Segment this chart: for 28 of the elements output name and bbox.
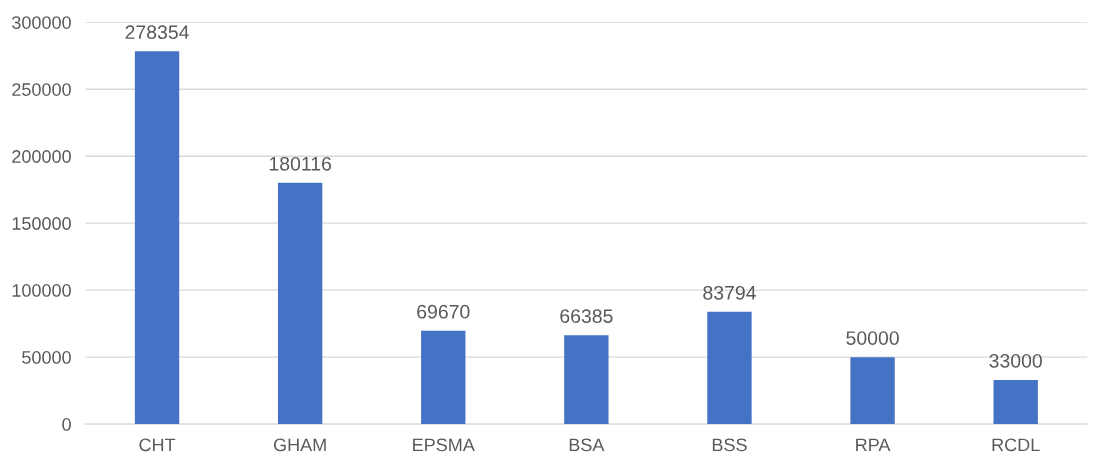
- bar: [993, 379, 1038, 425]
- data-label: 278354: [125, 25, 189, 40]
- bar: [850, 357, 895, 425]
- data-label: 33000: [989, 353, 1042, 368]
- data-label: 50000: [846, 331, 899, 345]
- x-tick-label: RPA: [856, 438, 891, 452]
- data-label: 66385: [560, 309, 613, 323]
- y-tick-label: 250000: [12, 83, 71, 96]
- data-label: 180116: [269, 156, 332, 171]
- bar: [421, 330, 466, 425]
- y-tick-label: 50000: [22, 351, 71, 364]
- x-tick-label: GHAM: [273, 438, 326, 452]
- data-label: 83794: [703, 285, 756, 300]
- bar: [134, 51, 180, 425]
- bar: [707, 311, 752, 425]
- y-tick-label: 300000: [12, 16, 71, 29]
- x-tick-label: EPSMA: [413, 438, 475, 452]
- x-tick-label: CHT: [139, 438, 176, 452]
- y-tick-label: 100000: [12, 284, 71, 297]
- bar: [564, 335, 609, 425]
- x-tick-label: BSA: [569, 438, 605, 452]
- x-tick-label: RCDL: [992, 438, 1040, 452]
- y-tick-label: 200000: [12, 150, 71, 163]
- x-tick-label: BSS: [712, 438, 747, 452]
- bar: [277, 182, 323, 425]
- y-tick-label: 0: [62, 418, 71, 431]
- y-tick-label: 150000: [12, 217, 71, 230]
- data-label: 69670: [417, 304, 470, 319]
